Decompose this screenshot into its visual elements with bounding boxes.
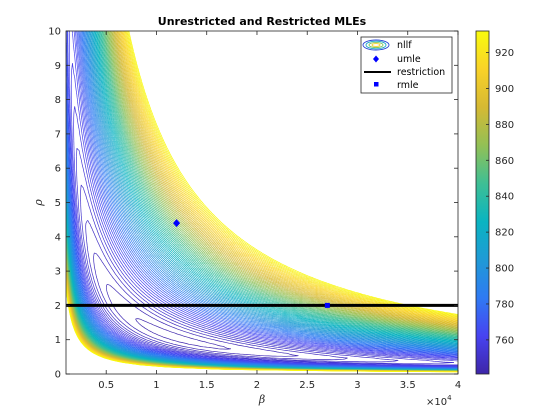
colorbar-tick-label: 900	[495, 84, 514, 95]
contour-level	[76, 147, 458, 366]
colorbar-tick-label: 840	[495, 192, 514, 203]
colorbar-tick-label: 760	[495, 335, 514, 346]
legend-rmle-icon	[374, 82, 379, 87]
x-exponent-base: ×10	[426, 397, 447, 408]
chart-title: Unrestricted and Restricted MLEs	[158, 15, 367, 28]
legend-umle-icon	[373, 55, 379, 63]
y-tick-label: 3	[55, 267, 61, 278]
colorbar-frame	[475, 30, 490, 375]
contour-level	[80, 184, 455, 364]
y-tick-label: 8	[55, 95, 61, 106]
legend-umle-label: umle	[397, 54, 421, 65]
x-tick-label: 1.5	[199, 380, 215, 391]
x-axis-label: β	[258, 393, 265, 406]
x-exponent-power: 4	[447, 394, 452, 402]
x-tick-label: 3.5	[400, 380, 416, 391]
legend: nllf umle restriction rmle	[360, 36, 453, 94]
x-tick-label: 1	[153, 380, 159, 391]
contour-level	[105, 283, 299, 357]
y-axis-label: ρ	[32, 199, 45, 207]
x-axis: 0.5 1 1.5 2 2.5 3 3.5 4	[98, 31, 461, 391]
contour-level	[135, 318, 232, 350]
y-tick-label: 9	[55, 61, 61, 72]
colorbar-axis: 760 780 800 820 840 860 880 900 920	[486, 48, 514, 346]
x-tick-label: 0.5	[98, 380, 114, 391]
colorbar-tick-label: 920	[495, 48, 514, 59]
y-tick-label: 6	[55, 164, 61, 175]
legend-nllf-ring	[362, 39, 390, 51]
y-tick-label: 5	[55, 198, 61, 209]
y-tick-label: 1	[55, 335, 61, 346]
legend-nllf-ring	[365, 40, 387, 50]
contour-level	[66, 31, 458, 373]
legend-nllf-ring	[371, 43, 381, 47]
x-tick-label: 4	[455, 380, 461, 391]
rmle-marker	[324, 302, 330, 308]
nllf-contours	[66, 31, 458, 373]
colorbar	[476, 31, 489, 374]
legend-restriction-label: restriction	[397, 67, 445, 78]
colorbar-tick-label: 880	[495, 120, 514, 131]
y-tick-label: 10	[48, 27, 61, 38]
colorbar-tick-label: 800	[495, 264, 514, 275]
colorbar-tick-label: 860	[495, 156, 514, 167]
x-tick-label: 2.5	[299, 380, 315, 391]
x-axis-exponent: ×104	[426, 394, 452, 408]
y-axis: 0 1 2 3 4 5 6 7 8 9 10	[48, 27, 458, 381]
colorbar-tick-label: 820	[495, 228, 514, 239]
y-tick-label: 0	[55, 370, 61, 381]
legend-nllf-ring	[368, 41, 384, 49]
legend-nllf-icon	[362, 39, 390, 51]
y-tick-label: 7	[55, 129, 61, 140]
y-tick-label: 4	[55, 232, 61, 243]
umle-marker	[173, 219, 181, 228]
legend-rmle-label: rmle	[397, 80, 419, 91]
x-tick-label: 2	[254, 380, 260, 391]
colorbar-tick-label: 780	[495, 299, 514, 310]
x-tick-label: 3	[354, 380, 360, 391]
contour-level	[85, 220, 399, 363]
y-tick-label: 2	[55, 301, 61, 312]
legend-nllf-label: nllf	[397, 40, 412, 51]
